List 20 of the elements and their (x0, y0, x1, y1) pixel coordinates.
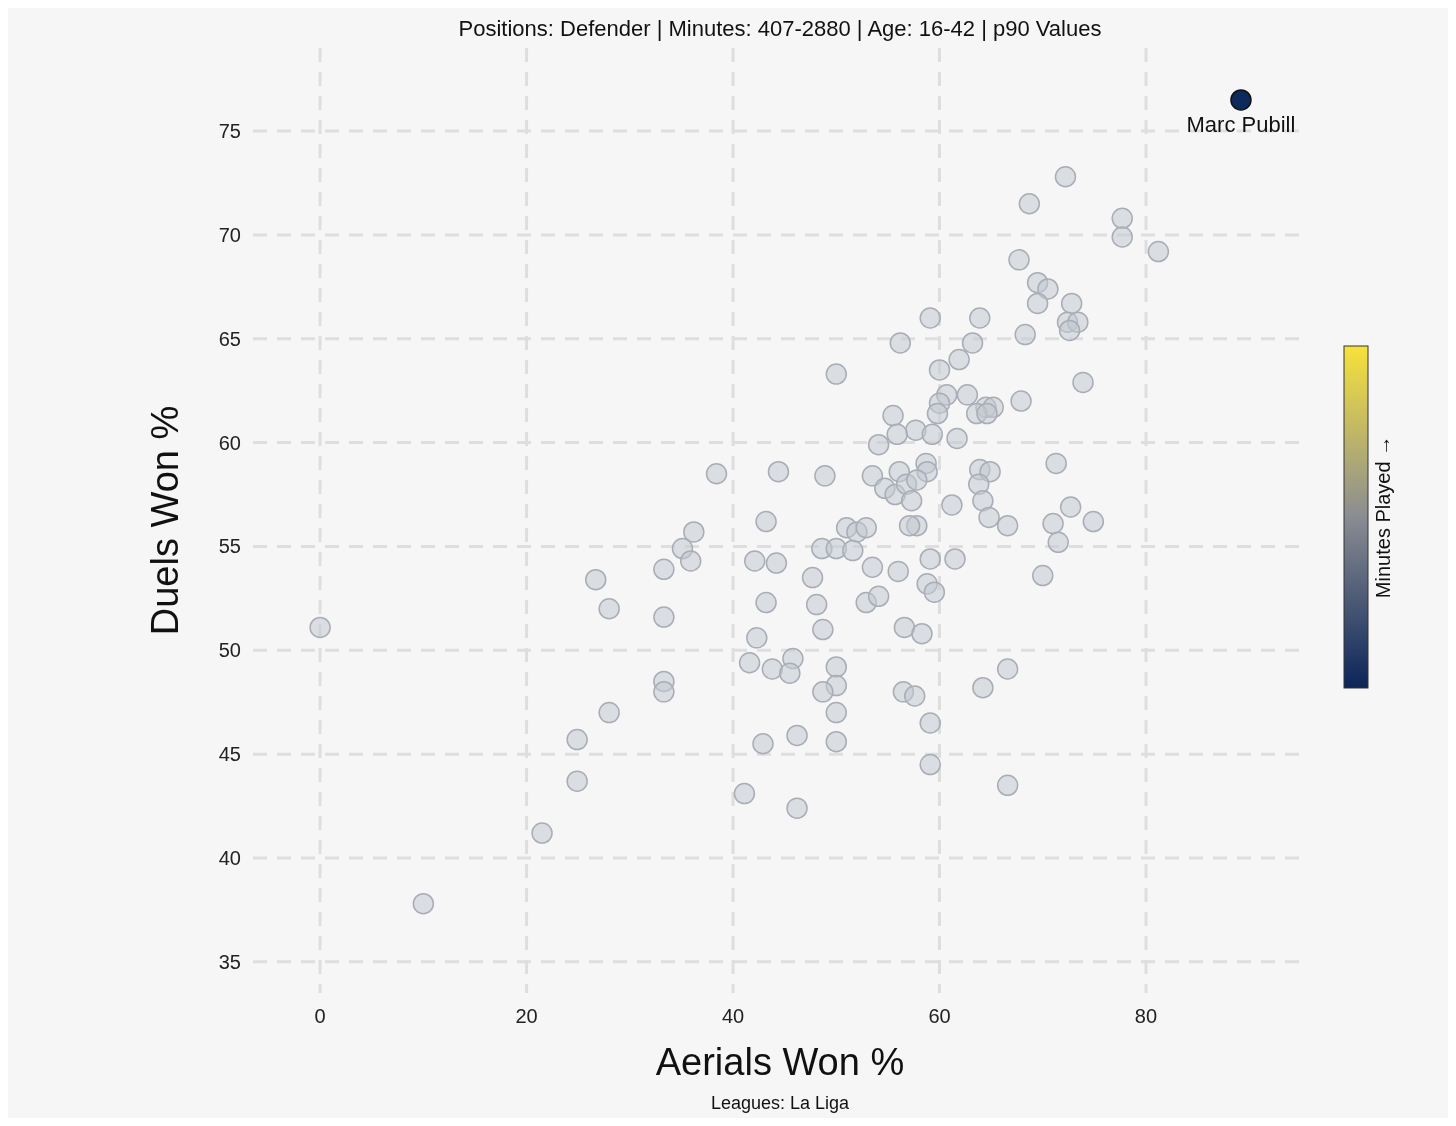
y-tick-label: 50 (218, 639, 241, 662)
text: Leagues: La Liga (710, 1093, 851, 1113)
x-tick-label: 40 (721, 1005, 745, 1027)
y-tick-label: 55 (218, 535, 241, 558)
y-tick-label: 45 (218, 743, 241, 766)
x-tick-label: 80 (1134, 1005, 1158, 1027)
x-axis-title: Aerials Won % (655, 1041, 905, 1083)
x-tick-label: 20 (515, 1005, 538, 1027)
color-bar-title: Minutes Played → (1372, 435, 1394, 599)
y-tick-label: 65 (218, 327, 241, 350)
y-tick-label: 75 (218, 120, 241, 143)
y-tick-label: 40 (218, 847, 241, 869)
y-axis-title: Duels Won % (144, 405, 186, 636)
x-tick-label: 0 (314, 1005, 326, 1027)
y-tick-label: 35 (218, 950, 241, 973)
y-tick-label: 60 (218, 431, 241, 454)
y-tick-label: 70 (218, 223, 241, 246)
chart-title: Positions: Defender | Minutes: 407-2880 | Age: 16-42 | p90 Values (458, 16, 1102, 41)
x-tick-label: 60 (928, 1005, 951, 1027)
series-label: Marc Pubill (1186, 111, 1296, 137)
